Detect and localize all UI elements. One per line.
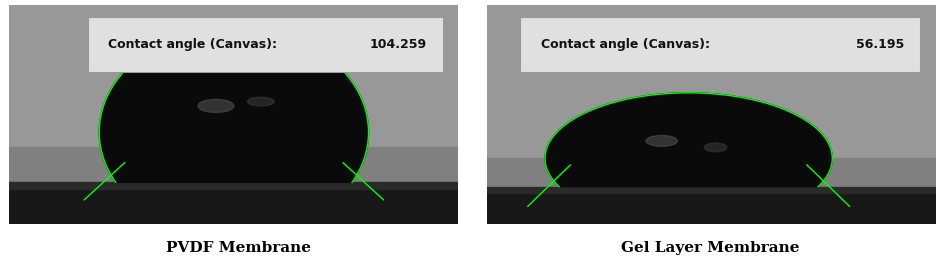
Text: PVDF Membrane: PVDF Membrane: [165, 241, 311, 256]
FancyBboxPatch shape: [88, 17, 442, 72]
Ellipse shape: [703, 143, 726, 152]
FancyBboxPatch shape: [520, 17, 919, 72]
Polygon shape: [99, 27, 368, 182]
Bar: [9, 185, 458, 224]
Bar: [486, 187, 935, 193]
Bar: [486, 189, 935, 224]
Bar: [486, 158, 935, 224]
Text: Contact angle (Canvas):: Contact angle (Canvas):: [540, 38, 709, 51]
Ellipse shape: [646, 135, 677, 146]
Bar: [9, 182, 458, 189]
Text: Gel Layer Membrane: Gel Layer Membrane: [621, 241, 799, 256]
Ellipse shape: [247, 97, 274, 106]
Text: 104.259: 104.259: [369, 38, 427, 51]
Ellipse shape: [197, 99, 234, 112]
Text: 56.195: 56.195: [855, 38, 903, 51]
Bar: [9, 147, 458, 224]
Text: Contact angle (Canvas):: Contact angle (Canvas):: [108, 38, 277, 51]
Polygon shape: [545, 93, 832, 187]
